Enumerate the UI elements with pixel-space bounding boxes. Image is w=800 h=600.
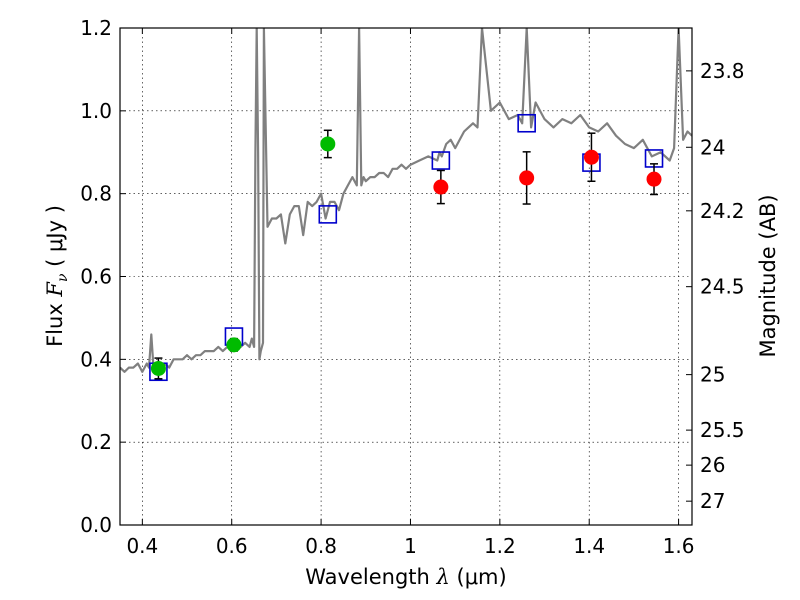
y2-tick-label: 25	[700, 363, 725, 387]
plot-area	[120, 28, 692, 382]
red-photometry-point	[583, 149, 599, 165]
green-photometry-point	[150, 360, 166, 376]
red-photometry-point	[519, 170, 535, 186]
x-tick-label: 0.8	[305, 534, 337, 558]
y2-axis-title: Magnitude (AB)	[756, 194, 780, 357]
tick-labels: 0.4 0.6 0.8 1 1.2 1.4 1.6 0.0 0.2 0.4 0.6 0.8 1.0 1.2…	[80, 16, 744, 558]
model-flux-box	[431, 151, 451, 170]
green-photometry-point	[226, 337, 242, 353]
grid	[120, 28, 692, 525]
x-axis-title: Wavelength λ (μm)	[305, 565, 506, 589]
y-tick-label: 1.0	[80, 99, 112, 123]
y2-tick-label: 23.8	[700, 59, 745, 83]
y2-tick-label: 26	[700, 453, 725, 477]
y-tick-label: 0.4	[80, 347, 112, 371]
x-tick-label: 1.2	[484, 534, 516, 558]
model-flux-box	[318, 205, 338, 224]
y-tick-label: 0.2	[80, 430, 112, 454]
x-tick-label: 0.4	[126, 534, 158, 558]
model-flux-box	[517, 113, 536, 133]
green-photometry-point	[320, 136, 336, 152]
y-tick-label: 0.8	[80, 182, 112, 206]
y-tick-label: 0.6	[80, 265, 112, 289]
x-tick-label: 1	[404, 534, 417, 558]
y2-tick-label: 24	[700, 135, 725, 159]
model-spectrum-line	[120, 28, 692, 373]
x-tick-label: 1.6	[663, 534, 695, 558]
y2-tick-label: 24.5	[700, 275, 745, 299]
y-tick-label: 1.2	[80, 16, 112, 40]
y-axis-title: Flux Fν ( μJy )	[43, 205, 71, 347]
y-tick-label: 0.0	[80, 513, 112, 537]
y2-tick-label: 25.5	[700, 418, 745, 442]
y2-tick-label: 27	[700, 489, 725, 513]
y2-tick-label: 24.2	[700, 199, 745, 223]
x-tick-label: 1.4	[573, 534, 605, 558]
red-photometry-point	[646, 171, 662, 187]
red-photometry-point	[433, 179, 449, 195]
ticks	[120, 27, 692, 526]
x-tick-label: 0.6	[216, 534, 248, 558]
